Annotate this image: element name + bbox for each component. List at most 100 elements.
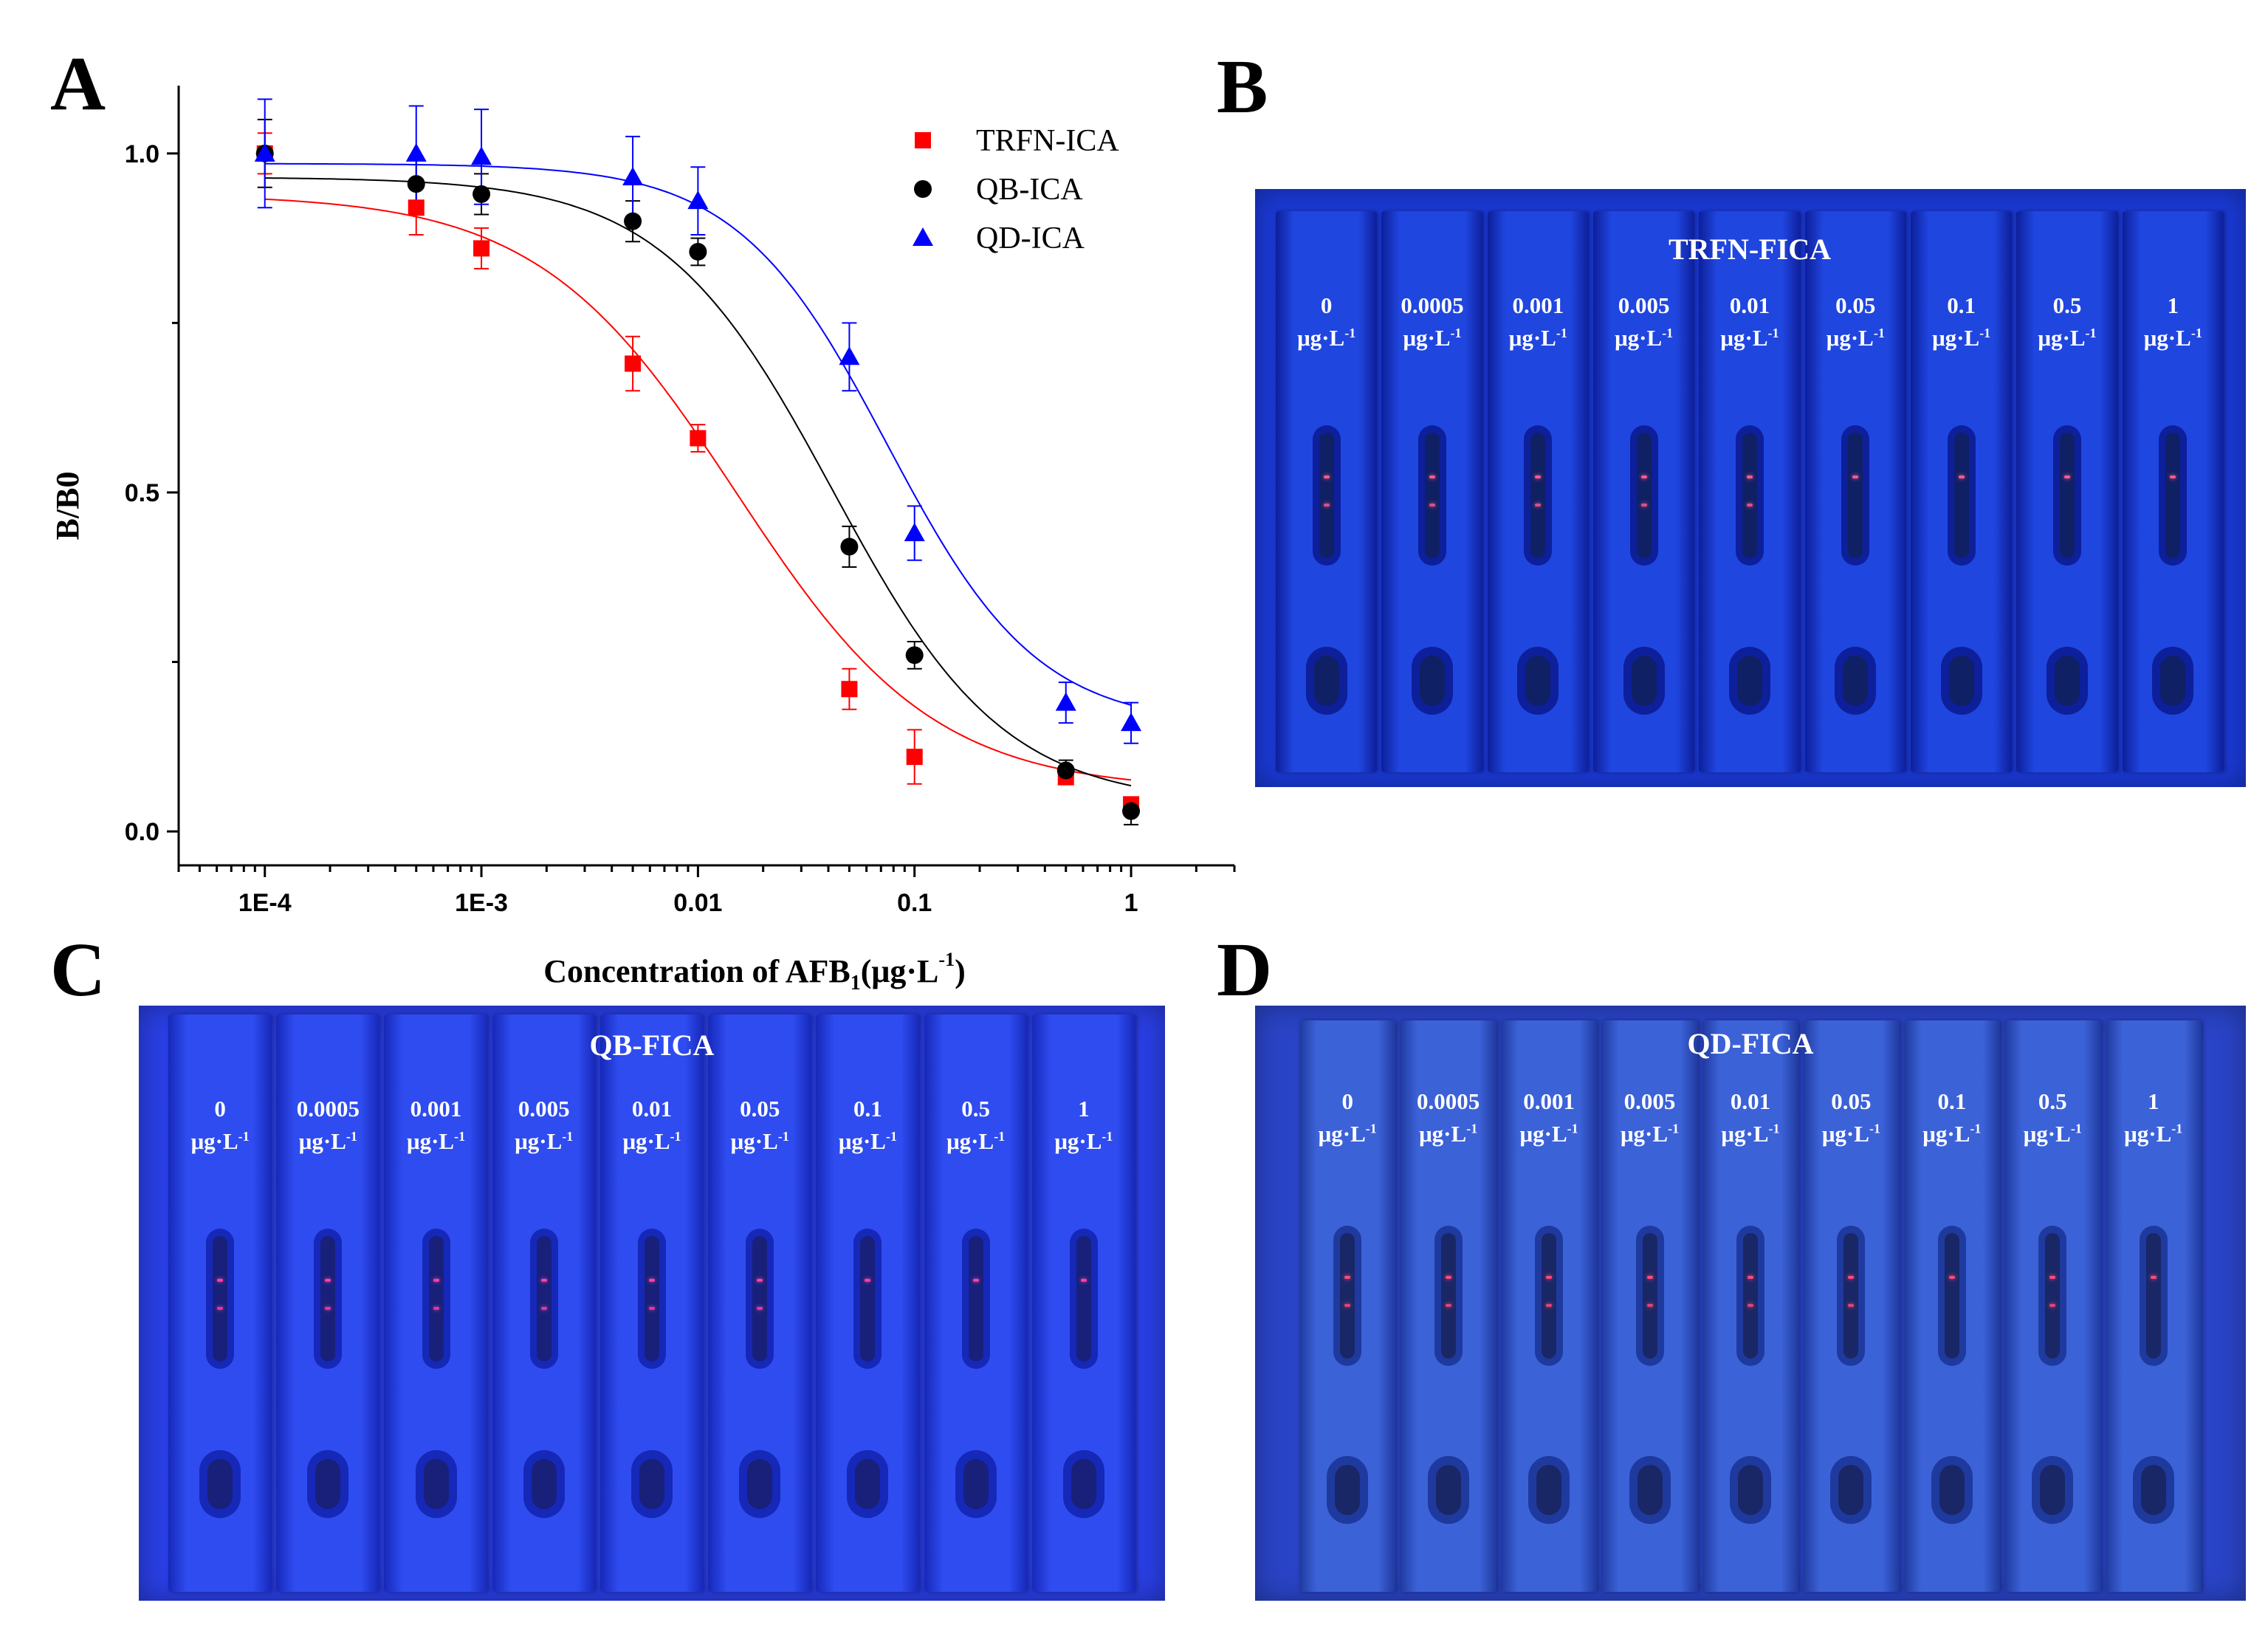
strip-membrane xyxy=(2045,1233,2061,1359)
strip-result-window xyxy=(1524,425,1553,566)
strip-sample-pad xyxy=(315,1459,341,1509)
strip-unit-text: μg·L xyxy=(1826,325,1874,351)
strip-concentration: 0.01 xyxy=(1730,1088,1771,1114)
strip-unit-exponent: -1 xyxy=(562,1128,574,1144)
strip-unit: μg·L-1 xyxy=(924,1128,1028,1155)
strip-result-window xyxy=(529,1229,558,1369)
strip-unit: μg·L-1 xyxy=(1488,325,1589,351)
strip-membrane xyxy=(1843,1233,1859,1359)
test-line xyxy=(1344,1304,1351,1307)
strip-sample-pad xyxy=(1737,1465,1763,1515)
chart-a: 1E-4 1E-3 0.01 0.1 1 0.0 0.5 1.0 TRFN-ICA QB-ICA… xyxy=(49,86,1236,995)
strip-unit: μg·L-1 xyxy=(1299,1121,1395,1147)
control-line xyxy=(1546,1276,1553,1279)
strip-unit-exponent: -1 xyxy=(1979,325,1991,340)
strip-sample-pad xyxy=(1736,656,1762,706)
strip-concentration: 0.001 xyxy=(1512,292,1564,318)
strip-result-window xyxy=(1736,1226,1764,1366)
strip-sample-well xyxy=(199,1450,241,1518)
y-tick-label: 1.0 xyxy=(125,140,159,168)
strip-unit-exponent: -1 xyxy=(238,1128,250,1144)
strip-sample-well xyxy=(1517,647,1559,715)
test-line xyxy=(325,1307,331,1310)
strip-sample-well xyxy=(1728,647,1770,715)
control-line xyxy=(1747,1276,1753,1279)
strip-concentration: 0.5 xyxy=(2038,1088,2067,1114)
strip-unit: μg·L-1 xyxy=(816,1128,919,1155)
legend-marker-qd-ica xyxy=(913,227,933,246)
legend-marker-qb-ica xyxy=(914,180,932,198)
strip-unit-text: μg·L xyxy=(730,1128,778,1154)
strip-result-window xyxy=(2139,1226,2168,1366)
strip-sample-pad xyxy=(1071,1459,1096,1509)
data-point-trfn-ica xyxy=(906,749,923,766)
control-line xyxy=(1746,475,1753,478)
test-line xyxy=(1640,504,1647,507)
strip-membrane xyxy=(1542,1233,1557,1359)
control-line xyxy=(1080,1279,1087,1282)
strip-unit: μg·L-1 xyxy=(1400,1121,1496,1147)
strip-unit-exponent: -1 xyxy=(2085,325,2097,340)
strip-unit-text: μg·L xyxy=(2038,325,2086,351)
strip-sample-well xyxy=(2132,1456,2174,1524)
strip-unit-text: μg·L xyxy=(407,1128,455,1154)
strip-result-window xyxy=(1434,1226,1463,1366)
strip-concentration: 0 xyxy=(1320,292,1333,318)
strip-unit-exponent: -1 xyxy=(2190,325,2202,340)
strip-membrane xyxy=(213,1236,228,1362)
strip-unit: μg·L-1 xyxy=(1032,1128,1135,1155)
strip-membrane xyxy=(2145,1233,2161,1359)
test-strip: 0.0005 μg·L-1 xyxy=(276,1014,380,1592)
test-strip: 0.005 μg·L-1 xyxy=(1592,211,1695,772)
strip-unit-exponent: -1 xyxy=(1668,1121,1680,1136)
strip-unit: μg·L-1 xyxy=(1699,325,1800,351)
strip-sample-pad xyxy=(1335,1465,1361,1515)
control-line xyxy=(1958,475,1965,478)
strip-unit-exponent: -1 xyxy=(1970,1121,1982,1136)
strip-result-window xyxy=(637,1229,666,1369)
data-point-qb-ica xyxy=(689,242,707,261)
test-strip: 0.01 μg·L-1 xyxy=(1702,1020,1799,1592)
strip-membrane xyxy=(320,1236,336,1362)
strip-unit: μg·L-1 xyxy=(2123,325,2224,351)
strip-unit-exponent: -1 xyxy=(994,1128,1006,1144)
strip-membrane xyxy=(1530,433,1546,558)
strip-unit-text: μg·L xyxy=(1403,325,1451,351)
strip-membrane xyxy=(536,1236,551,1362)
strip-sample-well xyxy=(2152,647,2194,715)
test-line xyxy=(1646,1304,1653,1307)
strip-sample-well xyxy=(1629,1456,1671,1524)
strip-membrane xyxy=(2059,433,2075,558)
strip-sample-well xyxy=(630,1450,673,1518)
strip-sample-well xyxy=(739,1450,781,1518)
control-line xyxy=(865,1279,871,1282)
strip-sample-pad xyxy=(963,1459,989,1509)
control-line xyxy=(1640,475,1647,478)
strip-unit: μg·L-1 xyxy=(1702,1121,1798,1147)
strip-unit-text: μg·L xyxy=(1519,1121,1567,1147)
strip-unit-text: μg·L xyxy=(298,1128,346,1154)
chart-points xyxy=(254,143,1142,820)
strip-sample-pad xyxy=(1948,656,1974,706)
fit-curve-qb-ica xyxy=(264,177,1132,787)
test-line xyxy=(433,1307,439,1310)
strip-concentration: 0.1 xyxy=(1947,292,1976,318)
strip-result-window xyxy=(1735,425,1764,566)
strip-result-window xyxy=(1418,425,1446,566)
test-strip: 1 μg·L-1 xyxy=(2105,1020,2202,1592)
strip-result-window xyxy=(422,1229,450,1369)
test-strip: 0.1 μg·L-1 xyxy=(816,1014,920,1592)
strip-unit: μg·L-1 xyxy=(1381,325,1482,351)
legend-label-qd-ica: QD-ICA xyxy=(976,222,1085,255)
strip-unit-text: μg·L xyxy=(1620,1121,1669,1147)
strip-unit: μg·L-1 xyxy=(168,1128,272,1155)
strip-result-window xyxy=(1333,1226,1362,1366)
strip-unit-exponent: -1 xyxy=(1869,1121,1880,1136)
strip-concentration: 0.0005 xyxy=(296,1096,360,1122)
strip-membrane xyxy=(428,1236,444,1362)
data-point-qb-ica xyxy=(1122,802,1141,820)
strip-membrane xyxy=(2165,433,2181,558)
strip-unit-text: μg·L xyxy=(2124,1121,2172,1147)
test-strip: 0.01 μg·L-1 xyxy=(1699,211,1801,772)
strip-unit: μg·L-1 xyxy=(492,1128,596,1155)
